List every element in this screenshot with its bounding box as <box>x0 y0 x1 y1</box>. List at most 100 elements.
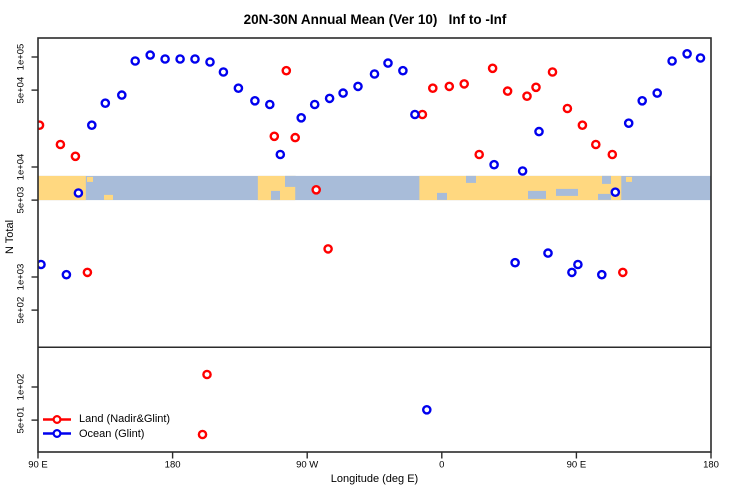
map-land-patch <box>626 176 632 182</box>
data-point <box>87 120 97 130</box>
data-point <box>353 81 363 92</box>
data-point <box>233 83 244 93</box>
data-point <box>190 54 200 64</box>
data-point <box>510 257 520 268</box>
series-ocean <box>38 49 706 415</box>
data-point <box>623 118 634 128</box>
data-point <box>682 49 692 59</box>
data-point <box>250 96 260 106</box>
data-point <box>130 56 140 66</box>
data-point <box>577 120 588 130</box>
map-water-patch <box>437 192 447 200</box>
data-point <box>383 58 393 68</box>
data-point <box>459 79 470 89</box>
legend-item-land: Land (Nadir&Glint) <box>42 412 170 427</box>
y-tick-label: 1e+02 <box>16 374 27 401</box>
legend: Land (Nadir&Glint) Ocean (Glint) <box>42 412 170 441</box>
data-point <box>444 81 455 92</box>
data-point <box>487 63 498 74</box>
map-land-patch <box>87 176 93 182</box>
data-point <box>290 132 301 143</box>
y-tick-label: 5e+01 <box>16 407 27 434</box>
data-point <box>597 269 607 280</box>
data-point <box>695 53 706 63</box>
data-point <box>398 65 408 76</box>
data-point <box>427 83 438 93</box>
y-tick-label: 1e+05 <box>16 44 27 71</box>
x-tick-label: 180 <box>165 460 181 471</box>
x-axis-label: Longitude (deg E) <box>330 473 419 485</box>
data-point <box>275 149 286 160</box>
map-water-patch <box>271 190 280 200</box>
data-point <box>522 91 532 101</box>
data-point <box>38 120 45 130</box>
data-point <box>202 369 212 380</box>
data-point <box>82 267 93 278</box>
map-water-patch <box>466 175 476 183</box>
series-land <box>38 63 628 440</box>
data-point <box>145 50 155 60</box>
data-point <box>175 54 185 64</box>
data-point <box>197 429 208 440</box>
data-point <box>55 139 66 150</box>
data-point <box>637 96 648 106</box>
data-point <box>296 113 307 123</box>
data-point <box>100 98 111 108</box>
data-point <box>502 86 513 96</box>
data-point <box>517 166 528 176</box>
x-tick-label: 90 E <box>28 460 48 471</box>
data-point <box>369 69 380 79</box>
x-tick-label: 90 W <box>296 460 318 471</box>
y-tick-label: 5e+03 <box>16 187 27 214</box>
data-point <box>534 126 544 137</box>
data-point <box>567 267 577 278</box>
data-point <box>70 151 81 162</box>
world-map-band <box>38 175 711 201</box>
chart-title: 20N-30N Annual Mean (Ver 10) Inf to -Inf <box>243 12 507 27</box>
data-point <box>38 259 46 270</box>
data-point <box>323 244 333 254</box>
map-water-patch <box>556 188 578 196</box>
data-point <box>338 88 348 98</box>
data-point <box>61 269 72 280</box>
data-point <box>324 93 335 104</box>
data-point <box>610 187 621 197</box>
plot-border <box>37 37 712 453</box>
y-tick-label: 5e+02 <box>16 297 27 324</box>
map-land-patch <box>104 194 113 200</box>
data-point <box>160 54 170 64</box>
data-point <box>474 149 485 160</box>
data-points <box>38 49 706 440</box>
data-point <box>547 67 558 77</box>
data-point <box>543 248 553 258</box>
x-tick-label: 180 <box>703 460 719 471</box>
map-water-patch <box>602 175 611 184</box>
x-tick-label: 0 <box>439 460 444 471</box>
data-point <box>410 109 420 120</box>
map-water-patch <box>598 193 611 200</box>
data-point <box>591 139 601 150</box>
y-tick-label: 5e+04 <box>16 77 27 104</box>
data-point <box>309 99 320 110</box>
data-point <box>269 131 280 142</box>
map-land-segment <box>419 175 622 201</box>
data-point <box>117 90 127 100</box>
legend-item-ocean: Ocean (Glint) <box>42 427 170 442</box>
data-point <box>607 149 618 160</box>
data-point <box>652 88 663 98</box>
data-point <box>421 404 432 415</box>
legend-label-land: Land (Nadir&Glint) <box>79 413 171 426</box>
data-point <box>573 259 583 270</box>
data-point <box>73 188 84 198</box>
data-point <box>531 82 541 93</box>
land-legend-symbol <box>43 414 71 424</box>
y-tick-label: 1e+03 <box>16 264 27 291</box>
data-point <box>417 109 428 120</box>
data-point <box>618 267 628 278</box>
map-water-patch <box>285 175 296 187</box>
data-point <box>264 99 275 110</box>
map-water-patch <box>528 190 546 199</box>
data-point <box>489 159 499 170</box>
